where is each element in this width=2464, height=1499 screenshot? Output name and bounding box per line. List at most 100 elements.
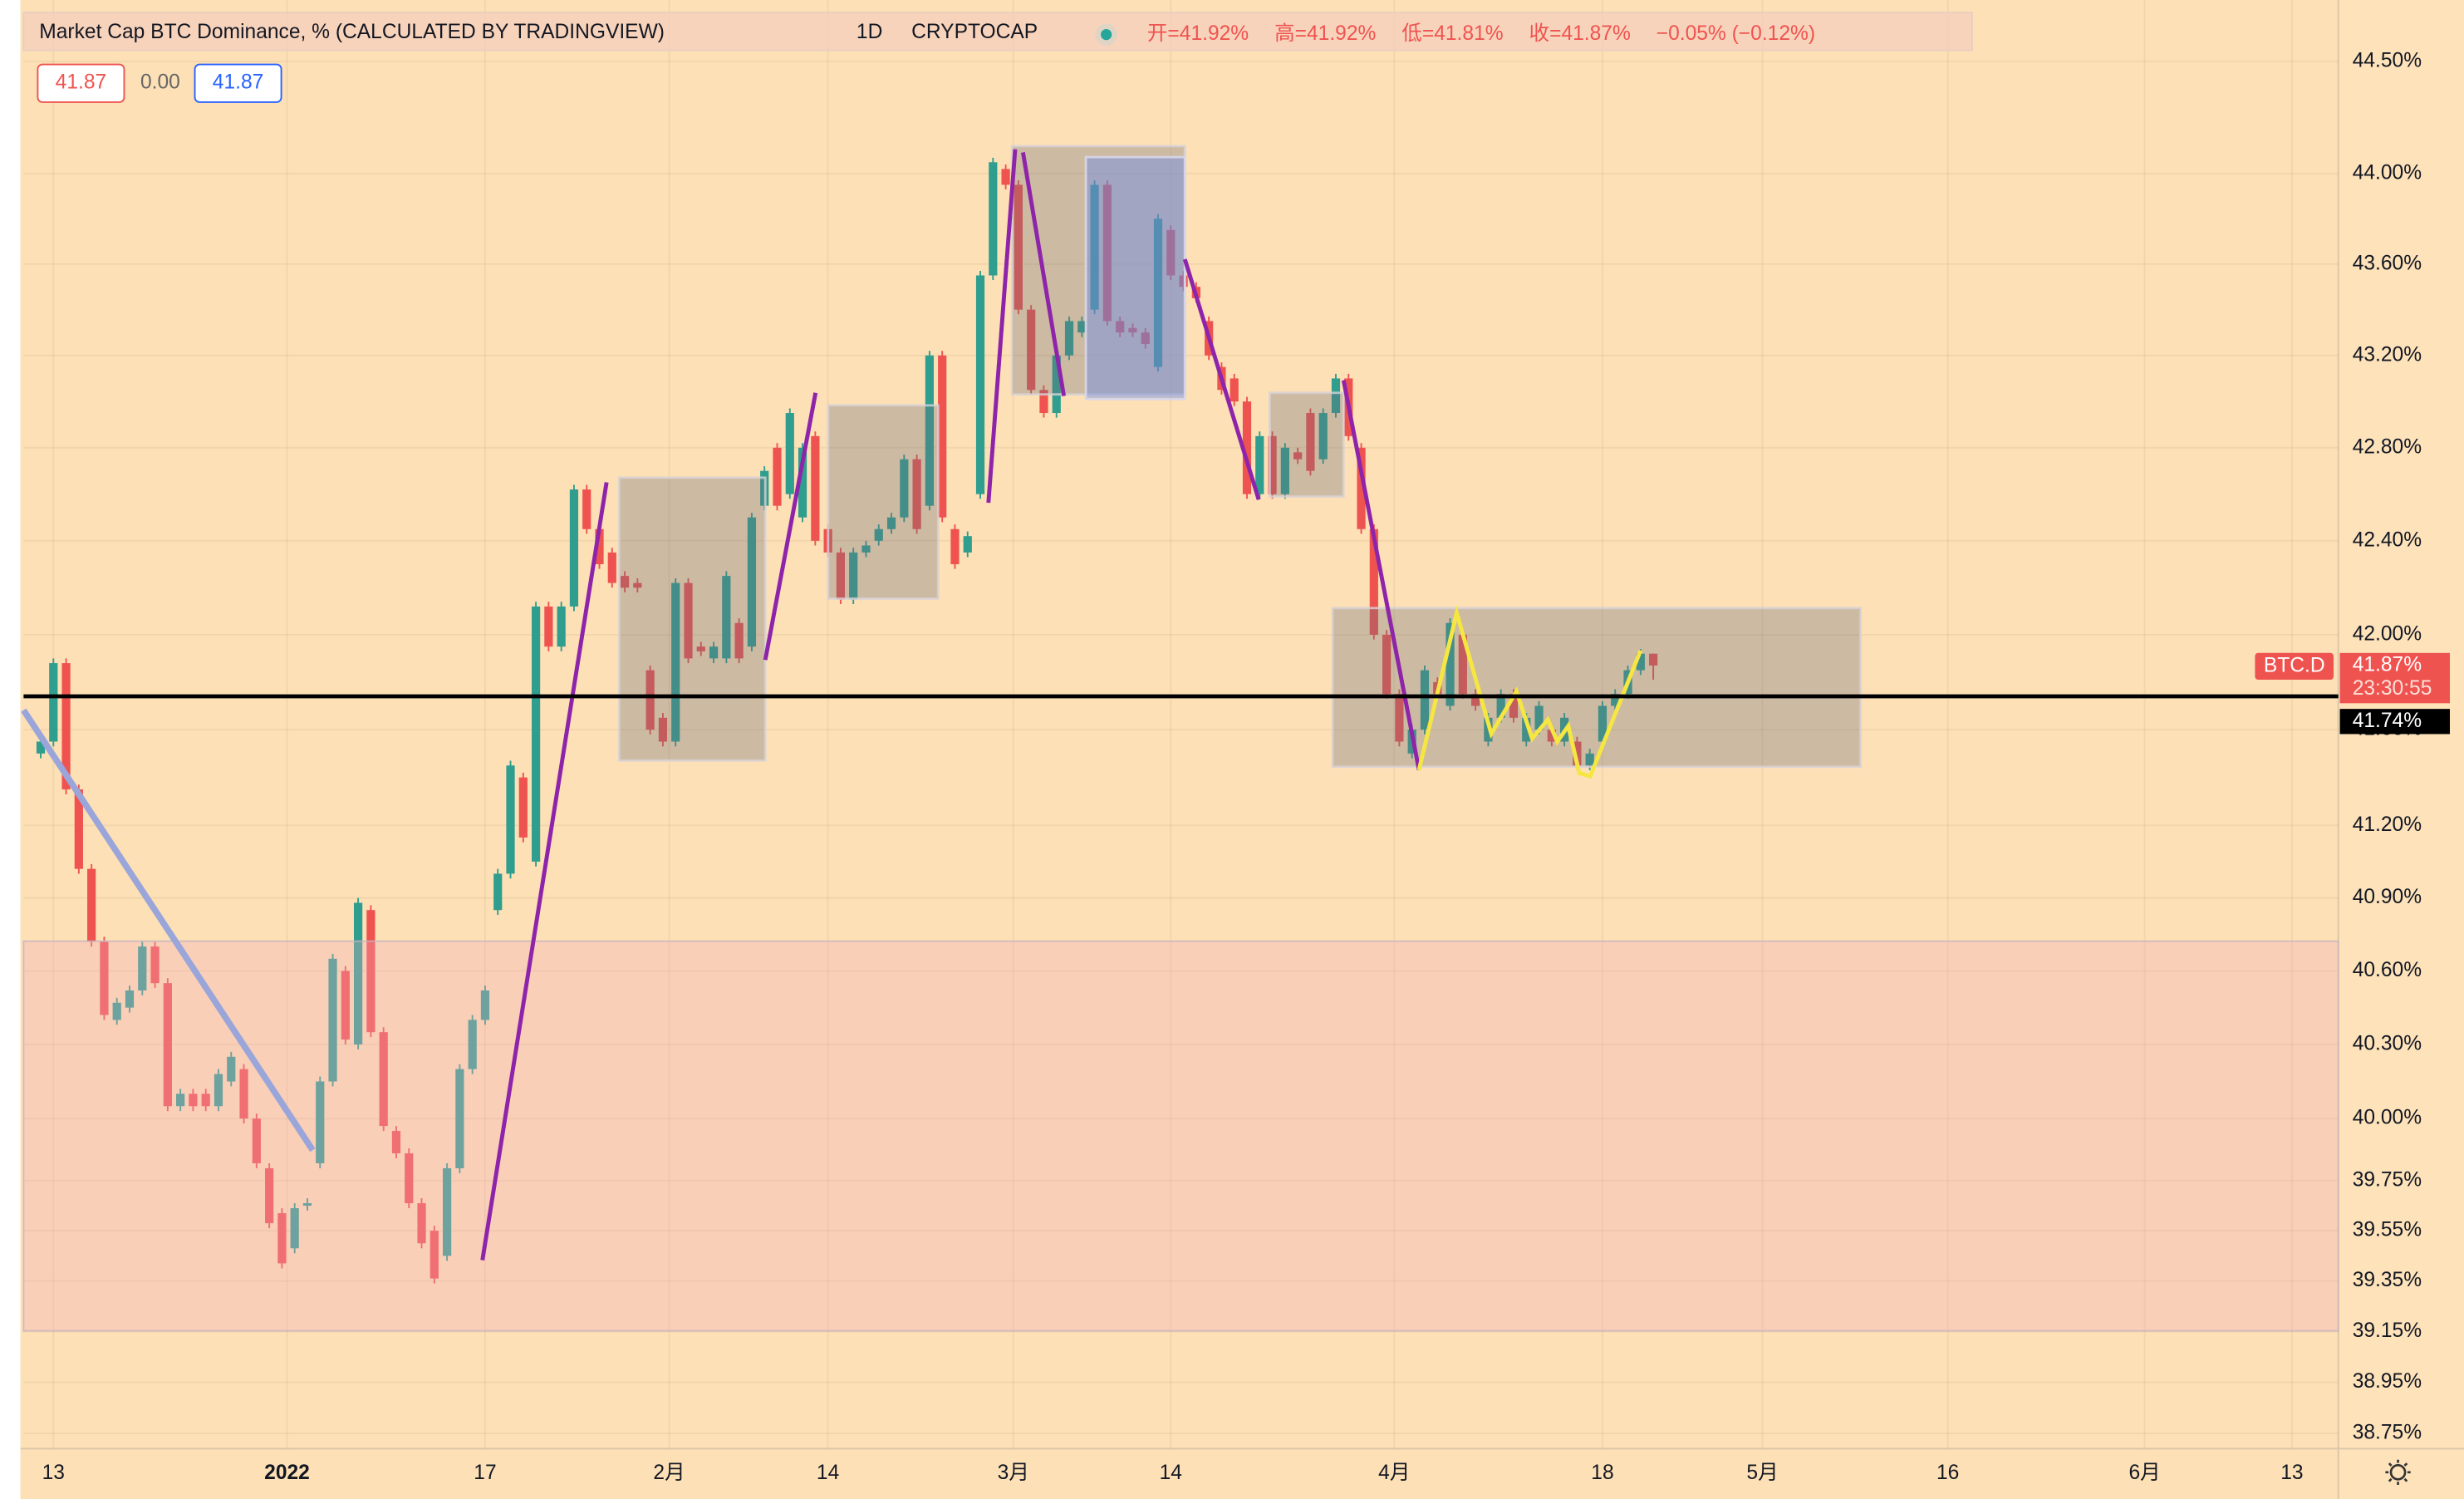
candle-body bbox=[302, 1203, 312, 1207]
trend-line bbox=[1020, 152, 1067, 396]
range-box bbox=[617, 476, 767, 762]
candle-body bbox=[950, 528, 960, 565]
candle-body bbox=[379, 1032, 388, 1127]
candle-body bbox=[989, 162, 998, 276]
candle-body bbox=[265, 1167, 274, 1224]
candle-body bbox=[1102, 184, 1112, 322]
candle-body bbox=[747, 517, 757, 647]
candle-body bbox=[811, 435, 820, 541]
y-tick-label: 44.00% bbox=[2353, 161, 2422, 184]
candle-body bbox=[1166, 229, 1176, 276]
candle-body bbox=[1090, 184, 1099, 310]
countdown: 23:30:55 bbox=[2353, 677, 2432, 700]
indicator-box[interactable] bbox=[37, 63, 125, 103]
candle-body bbox=[1458, 634, 1467, 695]
candle-body bbox=[49, 663, 58, 742]
candle-body bbox=[1064, 321, 1074, 356]
trend-line bbox=[480, 482, 609, 1261]
y-tick-label: 42.40% bbox=[2353, 528, 2422, 551]
chart-background bbox=[20, 0, 2464, 1499]
candle-body bbox=[1128, 327, 1137, 333]
candle-body bbox=[1357, 447, 1366, 529]
candle-body bbox=[290, 1208, 299, 1249]
candle-body bbox=[1027, 309, 1036, 391]
x-tick-label: 16 bbox=[1936, 1462, 1959, 1484]
x-tick-label: 14 bbox=[817, 1462, 839, 1484]
x-tick-label: 6月 bbox=[2128, 1462, 2160, 1484]
x-tick-label: 17 bbox=[474, 1462, 496, 1484]
last-price-label: 41.87% bbox=[2353, 653, 2422, 676]
symbol-label: BTC.D bbox=[2264, 654, 2325, 676]
candle-body bbox=[861, 545, 871, 553]
candle-body bbox=[518, 777, 528, 838]
candle-body bbox=[316, 1081, 325, 1163]
candle-body bbox=[201, 1094, 210, 1107]
candle-body bbox=[938, 355, 947, 518]
y-tick-label: 38.95% bbox=[2353, 1370, 2422, 1393]
candle-body bbox=[1547, 730, 1556, 742]
candle-body bbox=[1496, 694, 1505, 718]
candle-body bbox=[633, 582, 642, 588]
candle-body bbox=[328, 958, 337, 1082]
candle-body bbox=[1268, 435, 1277, 494]
candle-body bbox=[569, 489, 579, 607]
interval: 1D bbox=[857, 21, 882, 43]
candle-body bbox=[785, 413, 794, 494]
candle-body bbox=[150, 946, 160, 984]
price-line-tag bbox=[2339, 709, 2450, 735]
candle-body bbox=[1598, 705, 1607, 742]
x-tick-label: 2月 bbox=[653, 1462, 685, 1484]
candle-body bbox=[1611, 694, 1620, 706]
ohlc-high: 高=41.92% bbox=[1274, 22, 1376, 45]
range-box bbox=[1331, 607, 1863, 769]
candle-body bbox=[366, 910, 375, 1033]
candle-body bbox=[975, 275, 985, 494]
candle-body bbox=[900, 459, 909, 518]
indicator-box[interactable] bbox=[194, 63, 282, 103]
symbol-tag bbox=[2255, 652, 2334, 680]
candle-body bbox=[1471, 694, 1480, 706]
y-tick-label: 38.75% bbox=[2353, 1421, 2422, 1443]
candle-body bbox=[1331, 378, 1341, 414]
candle-body bbox=[1534, 705, 1544, 730]
candle-body bbox=[963, 536, 972, 553]
indicator-value: 41.87 bbox=[213, 71, 264, 94]
settings-icon[interactable] bbox=[2385, 1459, 2411, 1485]
candle-body bbox=[391, 1131, 401, 1153]
candle-body bbox=[1318, 413, 1328, 460]
candle-body bbox=[112, 1002, 121, 1020]
candle-body bbox=[886, 517, 896, 529]
trend-line bbox=[1182, 258, 1261, 501]
candle-body bbox=[734, 622, 744, 659]
candle-body bbox=[1179, 275, 1188, 288]
candle-body bbox=[1039, 390, 1048, 414]
symbol-title: Market Cap BTC Dominance, % (CALCULATED … bbox=[39, 21, 665, 43]
trend-line bbox=[21, 708, 316, 1153]
wave-line bbox=[1416, 604, 1643, 779]
candle-body bbox=[1280, 447, 1289, 494]
y-tick-label: 43.60% bbox=[2353, 252, 2422, 274]
y-tick-label: 44.50% bbox=[2353, 49, 2422, 71]
candle-body bbox=[684, 582, 693, 659]
indicator-value: 41.87 bbox=[56, 71, 107, 94]
candle-body bbox=[1077, 321, 1087, 333]
trend-line bbox=[763, 392, 818, 661]
candle-body bbox=[506, 765, 515, 874]
candle-body bbox=[1052, 355, 1061, 414]
candle-body bbox=[1141, 332, 1150, 344]
candle-body bbox=[1293, 452, 1303, 460]
candle-body bbox=[125, 990, 135, 1008]
ohlc-open: 开=41.92% bbox=[1147, 22, 1249, 45]
candle-body bbox=[227, 1056, 236, 1082]
candle-body bbox=[74, 789, 83, 869]
candle-body bbox=[1522, 717, 1531, 742]
candle-body bbox=[595, 528, 604, 565]
y-tick-label: 40.00% bbox=[2353, 1107, 2422, 1129]
y-tick-label: 39.15% bbox=[2353, 1320, 2422, 1342]
candle-body bbox=[874, 528, 883, 541]
y-tick-label: 39.75% bbox=[2353, 1168, 2422, 1191]
candle-body bbox=[455, 1069, 464, 1168]
x-tick-label: 3月 bbox=[998, 1462, 1029, 1484]
candle-body bbox=[1509, 694, 1519, 718]
